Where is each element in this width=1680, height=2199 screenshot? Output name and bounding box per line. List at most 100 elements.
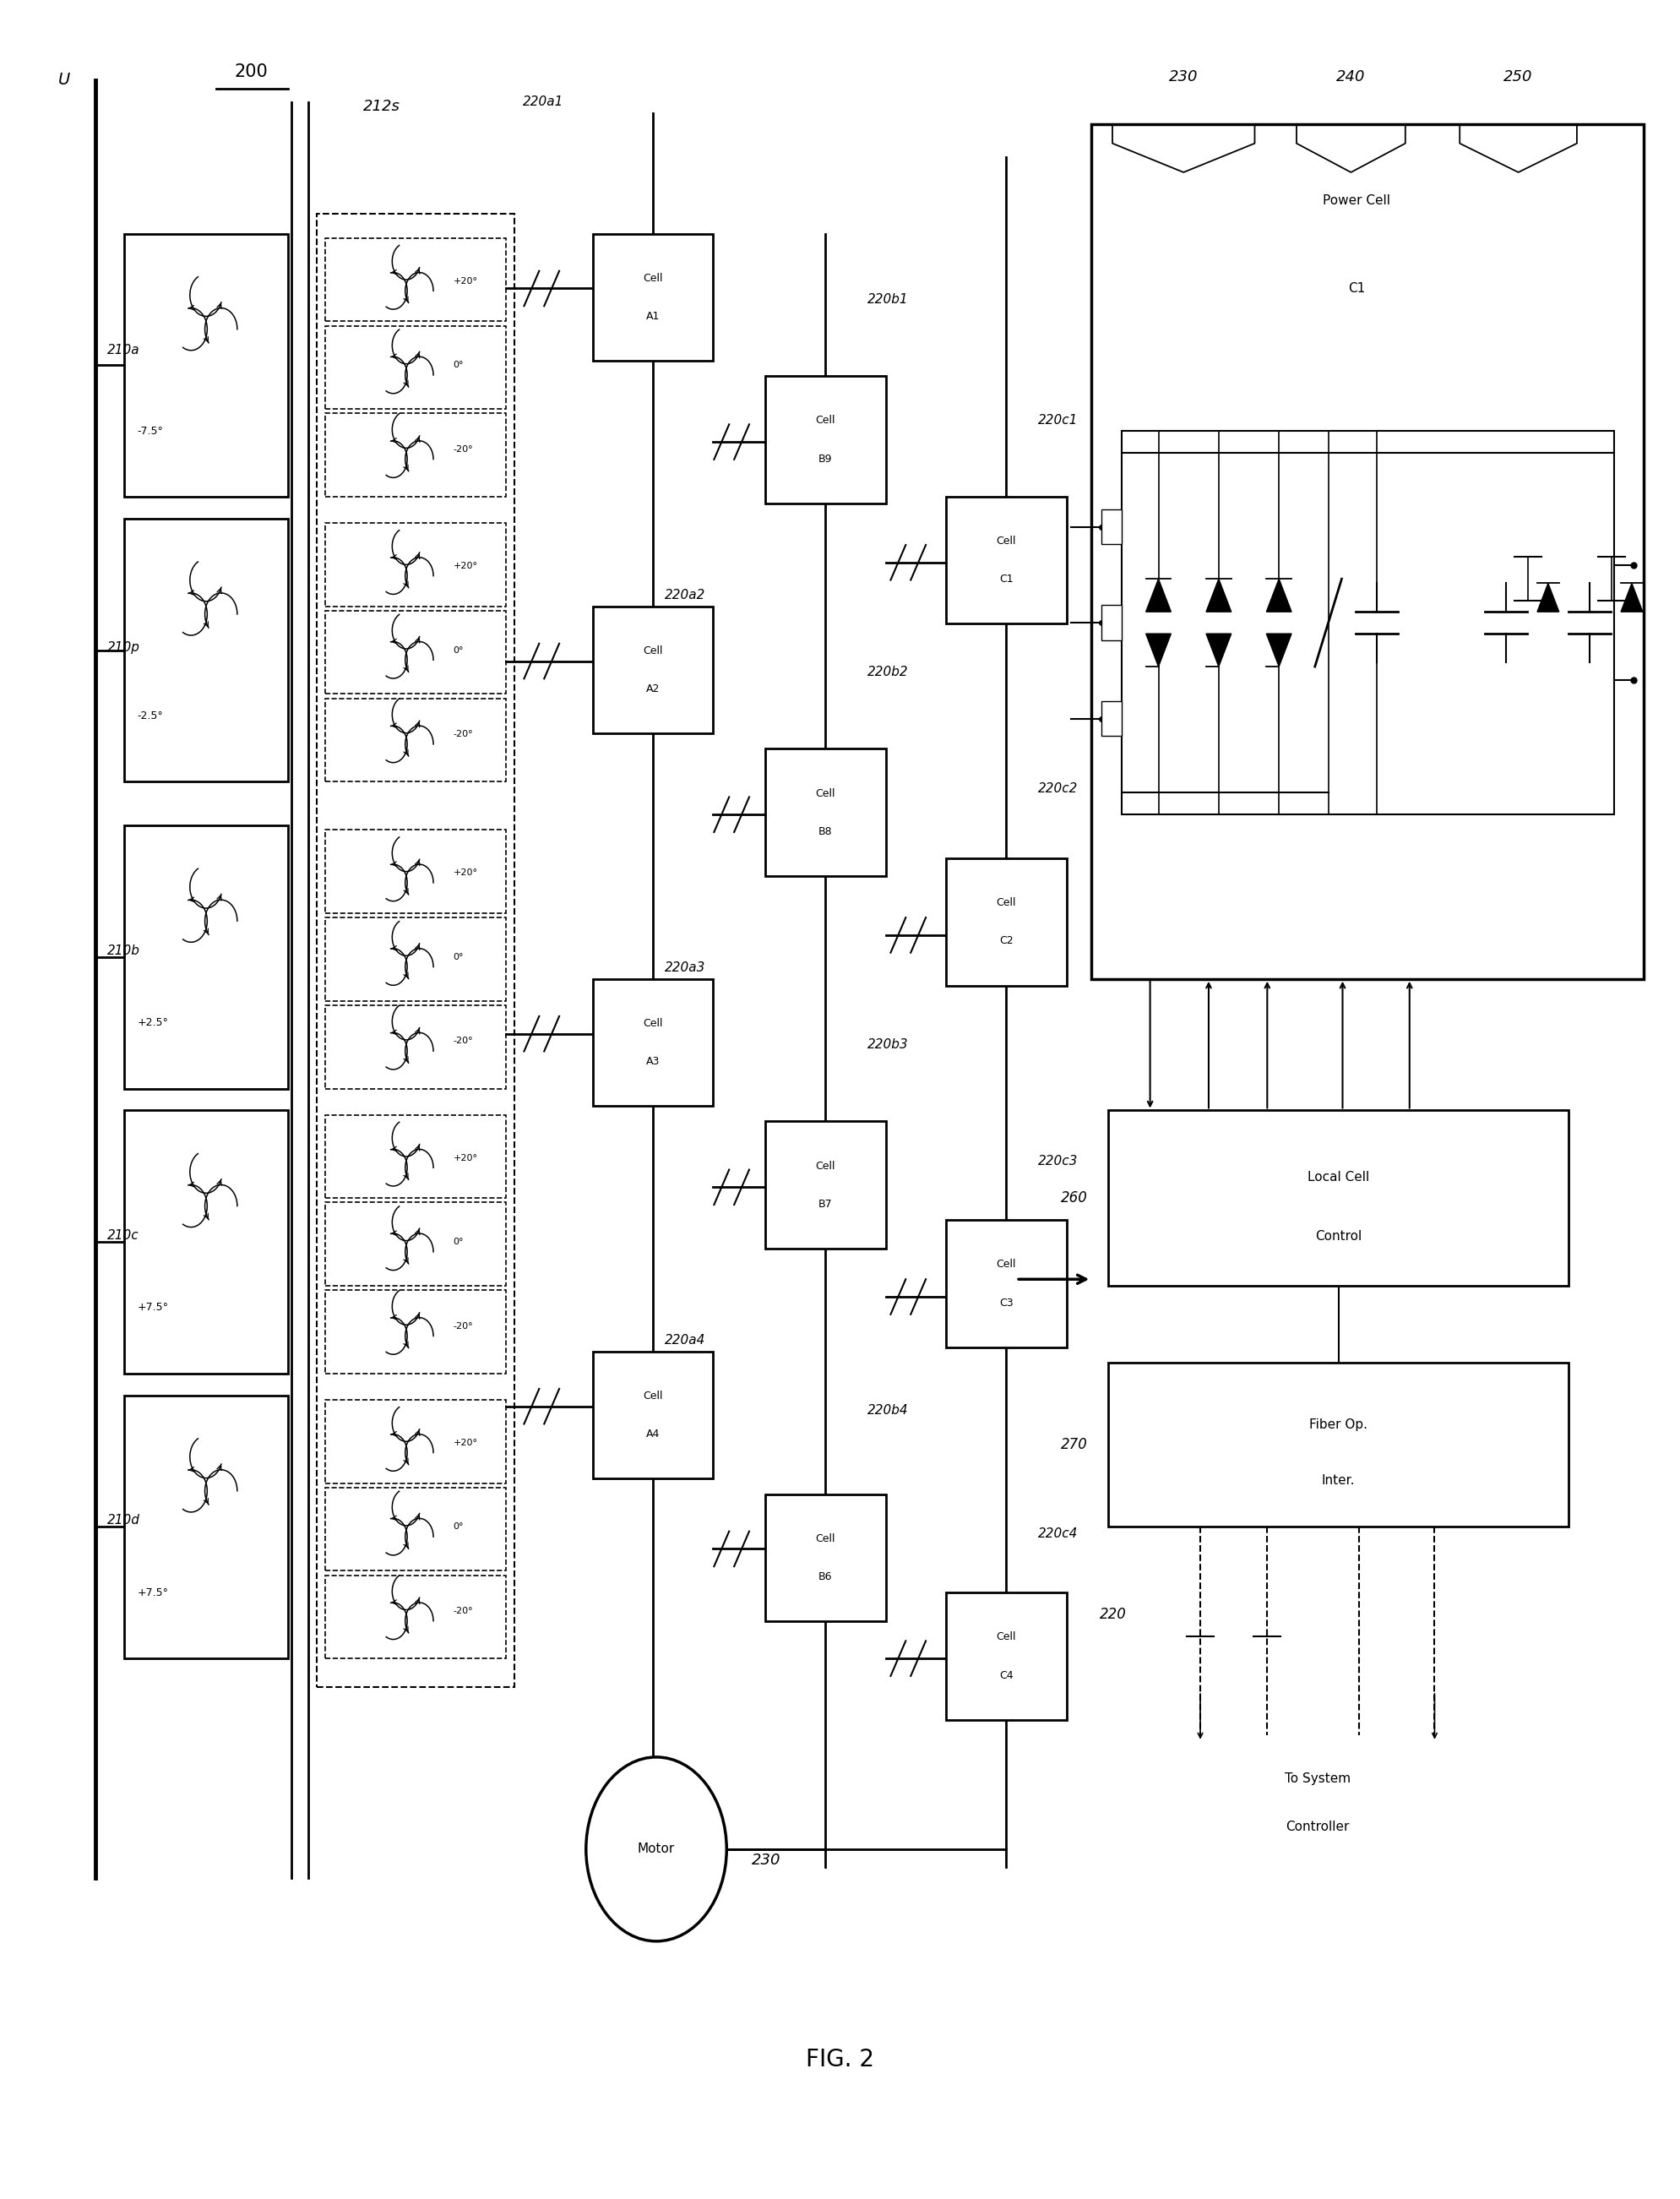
- Bar: [324, 1005, 506, 1089]
- Text: 220a2: 220a2: [664, 589, 706, 603]
- Text: B6: B6: [818, 1572, 832, 1583]
- Bar: [946, 1220, 1065, 1348]
- Text: 220c1: 220c1: [1038, 413, 1077, 427]
- Text: B7: B7: [818, 1198, 832, 1209]
- Bar: [124, 233, 287, 497]
- Text: 0°: 0°: [454, 647, 464, 655]
- Text: 220b4: 220b4: [867, 1405, 907, 1416]
- Bar: [324, 699, 506, 781]
- Bar: [124, 1396, 287, 1658]
- Bar: [1107, 1363, 1567, 1526]
- Bar: [764, 376, 885, 504]
- Text: Inter.: Inter.: [1320, 1476, 1354, 1487]
- Bar: [324, 611, 506, 695]
- Text: Cell: Cell: [996, 1632, 1015, 1643]
- Bar: [324, 1115, 506, 1198]
- Text: A4: A4: [645, 1429, 660, 1440]
- Polygon shape: [1620, 583, 1641, 611]
- Bar: [1121, 431, 1613, 814]
- Text: -20°: -20°: [454, 1322, 472, 1330]
- Text: 220c2: 220c2: [1038, 783, 1077, 794]
- Text: 220b2: 220b2: [867, 666, 907, 679]
- Bar: [946, 1592, 1065, 1720]
- Polygon shape: [1537, 583, 1559, 611]
- Text: C1: C1: [998, 574, 1013, 585]
- Bar: [764, 1493, 885, 1621]
- Text: Cell: Cell: [815, 416, 835, 427]
- Circle shape: [586, 1757, 726, 1942]
- Polygon shape: [1146, 633, 1171, 666]
- Text: 210p: 210p: [108, 642, 139, 655]
- Text: U: U: [57, 73, 71, 88]
- Bar: [593, 1352, 712, 1478]
- Bar: [124, 1110, 287, 1374]
- Bar: [764, 1121, 885, 1249]
- Text: +20°: +20°: [454, 277, 477, 286]
- Text: -20°: -20°: [454, 730, 472, 739]
- Text: 0°: 0°: [454, 1522, 464, 1531]
- Bar: [316, 213, 514, 1687]
- Text: C4: C4: [998, 1669, 1013, 1680]
- Text: -7.5°: -7.5°: [138, 424, 163, 435]
- Text: 220a3: 220a3: [664, 961, 706, 974]
- Text: B8: B8: [818, 827, 832, 838]
- Text: Controller: Controller: [1285, 1821, 1349, 1834]
- Bar: [946, 858, 1065, 985]
- Text: -20°: -20°: [454, 1038, 472, 1045]
- Text: +20°: +20°: [454, 561, 477, 570]
- Polygon shape: [1146, 578, 1171, 611]
- Polygon shape: [1265, 578, 1290, 611]
- Bar: [1107, 1110, 1567, 1286]
- Text: A3: A3: [645, 1056, 660, 1067]
- Text: Fiber Op.: Fiber Op.: [1309, 1418, 1368, 1432]
- Bar: [324, 1401, 506, 1482]
- Text: Cell: Cell: [815, 1161, 835, 1172]
- Bar: [324, 1574, 506, 1658]
- Polygon shape: [1265, 633, 1290, 666]
- Text: C3: C3: [998, 1297, 1013, 1308]
- Text: Local Cell: Local Cell: [1307, 1170, 1369, 1183]
- Text: 230: 230: [1168, 70, 1198, 84]
- Text: 220a4: 220a4: [664, 1335, 706, 1348]
- Bar: [324, 917, 506, 1001]
- Text: Control: Control: [1314, 1231, 1361, 1242]
- Text: 200: 200: [234, 64, 267, 79]
- Text: Cell: Cell: [996, 897, 1015, 908]
- Text: 210b: 210b: [108, 943, 139, 957]
- Text: +7.5°: +7.5°: [138, 1302, 168, 1313]
- Text: FIG. 2: FIG. 2: [806, 2047, 874, 2071]
- Text: 220b3: 220b3: [867, 1038, 907, 1051]
- Text: 210a: 210a: [108, 343, 139, 356]
- Bar: [124, 519, 287, 781]
- Text: 230: 230: [751, 1852, 781, 1867]
- Text: A2: A2: [645, 684, 660, 695]
- Text: 220c4: 220c4: [1038, 1526, 1077, 1539]
- Bar: [593, 607, 712, 734]
- Bar: [1100, 605, 1121, 640]
- Text: 212s: 212s: [363, 99, 400, 114]
- Text: +20°: +20°: [454, 869, 477, 877]
- Text: -20°: -20°: [454, 444, 472, 453]
- Text: C1: C1: [1347, 281, 1364, 295]
- Text: A1: A1: [645, 310, 660, 321]
- Text: 220c3: 220c3: [1038, 1154, 1077, 1168]
- Text: 270: 270: [1060, 1438, 1087, 1451]
- Bar: [1100, 701, 1121, 737]
- Text: 220a1: 220a1: [522, 97, 563, 108]
- Bar: [593, 979, 712, 1106]
- Text: B9: B9: [818, 453, 832, 464]
- Text: C2: C2: [998, 935, 1013, 946]
- Text: Cell: Cell: [815, 1533, 835, 1544]
- Text: Power Cell: Power Cell: [1322, 194, 1389, 207]
- Text: To System: To System: [1284, 1772, 1349, 1786]
- Text: -20°: -20°: [454, 1607, 472, 1616]
- Bar: [324, 523, 506, 607]
- Text: +7.5°: +7.5°: [138, 1588, 168, 1599]
- Text: Cell: Cell: [643, 1390, 662, 1401]
- Bar: [1090, 123, 1643, 979]
- Bar: [324, 413, 506, 497]
- Text: Cell: Cell: [815, 787, 835, 798]
- Text: Motor: Motor: [637, 1843, 675, 1856]
- Text: 210d: 210d: [108, 1515, 139, 1526]
- Text: Cell: Cell: [643, 644, 662, 655]
